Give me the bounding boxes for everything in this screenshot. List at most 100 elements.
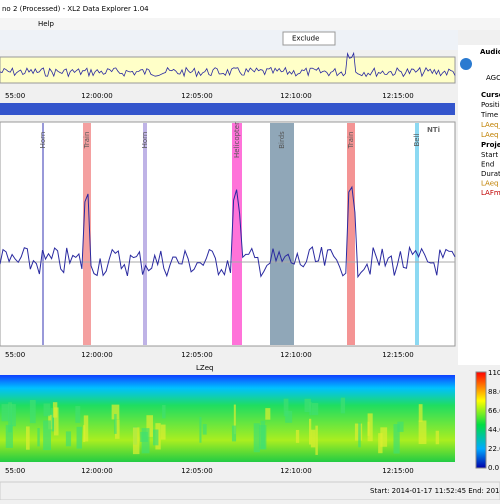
event-label: Train bbox=[347, 132, 355, 150]
spectrogram-streak bbox=[53, 407, 59, 436]
spectrogram-streak bbox=[114, 419, 120, 439]
spectrogram-streak bbox=[83, 415, 89, 442]
spectrogram-streak bbox=[43, 403, 51, 417]
spectrogram-streak bbox=[295, 429, 300, 443]
time-label: 12:05:00 bbox=[181, 467, 212, 475]
spectrogram-streak bbox=[8, 402, 12, 433]
time-label: 12:05:00 bbox=[181, 92, 212, 100]
spectrogram-streak bbox=[199, 416, 202, 443]
panel-heading: Project bbox=[481, 141, 500, 149]
spectrogram-streak bbox=[285, 410, 293, 423]
event-band[interactable] bbox=[270, 123, 294, 345]
title-bar bbox=[0, 0, 500, 18]
toolbar bbox=[0, 30, 458, 50]
event-label: Horn bbox=[141, 132, 149, 149]
spectrogram-streak bbox=[83, 425, 86, 443]
play-button[interactable] bbox=[460, 58, 472, 70]
event-label: Train bbox=[83, 132, 91, 150]
event-band[interactable] bbox=[143, 123, 147, 345]
status-text: Start: 2014-01-17 11:52:45 End: 2014-01-… bbox=[370, 487, 500, 495]
spectrogram-streak bbox=[202, 423, 207, 435]
menu-bar bbox=[0, 18, 500, 30]
spectrogram-streak bbox=[5, 424, 13, 448]
spectrogram-streak bbox=[111, 404, 120, 420]
spectrogram-streak bbox=[393, 424, 400, 454]
time-label: 12:15:00 bbox=[382, 467, 413, 475]
time-label: 12:00:00 bbox=[81, 92, 112, 100]
menu-item[interactable]: Help bbox=[38, 20, 55, 28]
spectrogram-streak bbox=[380, 427, 388, 447]
spectrogram-streak bbox=[397, 421, 404, 432]
spectrogram-streak bbox=[146, 415, 153, 437]
scale-label: 110.0 bbox=[488, 369, 500, 377]
spectrogram-streak bbox=[153, 429, 159, 446]
time-label: 55:00 bbox=[5, 467, 25, 475]
spectrogram-streak bbox=[51, 413, 57, 432]
event-label: Bell bbox=[413, 133, 421, 146]
scroll-range[interactable] bbox=[0, 103, 455, 115]
spectrogram-streak bbox=[283, 398, 289, 417]
spectrogram-streak bbox=[340, 397, 346, 414]
spectrogram-streak bbox=[1, 404, 10, 422]
spectrogram-title: LZeq bbox=[196, 364, 213, 372]
exclude-dropdown[interactable] bbox=[282, 31, 336, 46]
event-band[interactable] bbox=[83, 123, 91, 345]
time-label: 55:00 bbox=[5, 351, 25, 359]
main-chart bbox=[0, 121, 456, 347]
color-scale bbox=[475, 371, 487, 469]
project-item: Duration bbox=[481, 170, 500, 178]
cursor-item: LAeq bbox=[481, 131, 498, 139]
spectrogram-streak bbox=[160, 424, 166, 440]
level-trace bbox=[0, 185, 456, 279]
spectrogram-streak bbox=[231, 425, 237, 442]
spectrogram-streak bbox=[418, 404, 423, 422]
spectrogram-streak bbox=[29, 399, 36, 424]
dropdown-label: Exclude bbox=[292, 35, 319, 43]
window-title: no 2 (Processed) - XL2 Data Explorer 1.0… bbox=[2, 5, 149, 13]
agc-label: AGC bbox=[486, 74, 500, 82]
spectrogram-streak bbox=[26, 426, 30, 450]
project-item: LAeq bbox=[481, 180, 498, 188]
spectrogram-streak bbox=[367, 421, 370, 436]
time-label: 12:15:00 bbox=[382, 351, 413, 359]
panel-heading: Cursor bbox=[481, 91, 500, 99]
project-item: End bbox=[481, 161, 494, 169]
spectrogram-streak bbox=[37, 428, 40, 447]
spectrogram-streak bbox=[75, 406, 81, 423]
cursor-item: Position bbox=[481, 101, 500, 109]
event-label: Helicopter bbox=[233, 122, 241, 158]
spectrogram-streak bbox=[311, 403, 319, 416]
spectrogram-streak bbox=[65, 431, 72, 447]
spectrogram-streak bbox=[233, 404, 236, 435]
spectrogram-streak bbox=[10, 404, 16, 427]
time-label: 12:15:00 bbox=[382, 92, 413, 100]
spectrogram-streak bbox=[308, 418, 312, 445]
event-band[interactable] bbox=[347, 123, 355, 345]
spectrogram-streak bbox=[265, 408, 271, 420]
event-label: Horn bbox=[39, 132, 47, 149]
spectrogram-streak bbox=[43, 420, 51, 451]
side-panel bbox=[458, 45, 500, 365]
scale-label: 44.0 bbox=[488, 426, 500, 434]
time-label: 12:00:00 bbox=[81, 351, 112, 359]
time-label: 12:05:00 bbox=[181, 351, 212, 359]
spectrogram-streak bbox=[141, 428, 150, 454]
scale-label: 88.0 bbox=[488, 388, 500, 396]
spectrogram-streak bbox=[304, 398, 311, 413]
project-item: LAFmax bbox=[481, 189, 500, 197]
spectrogram-streak bbox=[358, 422, 361, 448]
event-band[interactable] bbox=[232, 123, 242, 345]
spectrogram-streak bbox=[162, 405, 166, 419]
event-band[interactable] bbox=[42, 123, 44, 345]
spectrogram-streak bbox=[132, 427, 140, 455]
scale-label: 66.0 bbox=[488, 407, 500, 415]
event-band[interactable] bbox=[415, 123, 419, 345]
time-label: 12:00:00 bbox=[81, 467, 112, 475]
time-label: 55:00 bbox=[5, 92, 25, 100]
spectrogram-streak bbox=[435, 430, 440, 445]
spectrogram-streak bbox=[114, 413, 117, 434]
spectrogram-streak bbox=[76, 426, 82, 449]
spectrogram-streak bbox=[260, 420, 266, 450]
logo: NTi bbox=[427, 126, 440, 134]
